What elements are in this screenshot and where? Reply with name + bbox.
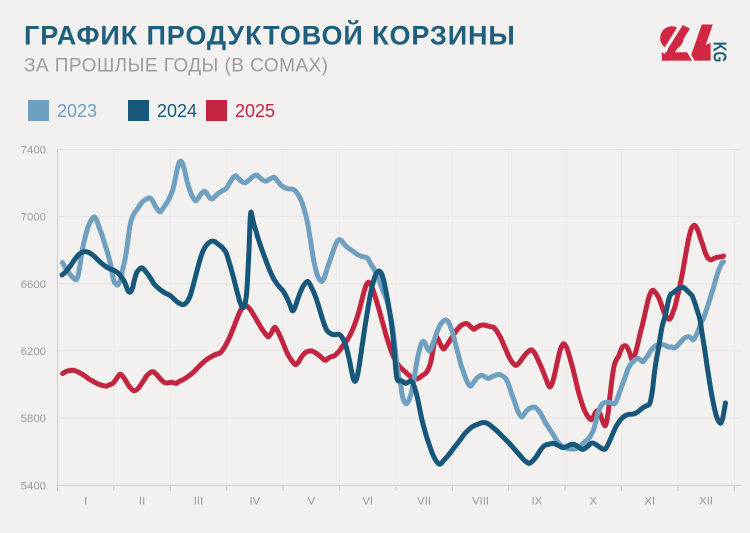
svg-text:2025: 2025 xyxy=(235,101,275,121)
svg-text:V: V xyxy=(307,496,315,508)
svg-text:II: II xyxy=(139,496,145,508)
svg-text:X: X xyxy=(589,496,597,508)
svg-text:2024: 2024 xyxy=(157,101,197,121)
svg-text:ГРАФИК ПРОДУКТОВОЙ КОРЗИНЫ: ГРАФИК ПРОДУКТОВОЙ КОРЗИНЫ xyxy=(24,20,516,51)
svg-text:XI: XI xyxy=(644,496,655,508)
svg-text:5800: 5800 xyxy=(21,413,46,425)
svg-text:ЗА ПРОШЛЫЕ ГОДЫ (В СОМАХ): ЗА ПРОШЛЫЕ ГОДЫ (В СОМАХ) xyxy=(24,56,328,77)
svg-text:5400: 5400 xyxy=(21,480,46,492)
svg-text:7000: 7000 xyxy=(21,212,46,224)
svg-text:KG: KG xyxy=(710,42,731,62)
svg-text:7400: 7400 xyxy=(21,145,46,157)
svg-text:VII: VII xyxy=(417,496,431,508)
svg-text:2023: 2023 xyxy=(57,101,97,121)
svg-text:VIII: VIII xyxy=(472,496,489,508)
svg-text:IX: IX xyxy=(532,496,543,508)
svg-text:XII: XII xyxy=(699,496,713,508)
svg-text:I: I xyxy=(84,496,87,508)
svg-text:III: III xyxy=(194,496,204,508)
svg-text:6200: 6200 xyxy=(21,346,46,358)
svg-text:6600: 6600 xyxy=(21,279,46,291)
svg-text:VI: VI xyxy=(362,496,373,508)
svg-text:IV: IV xyxy=(250,496,261,508)
